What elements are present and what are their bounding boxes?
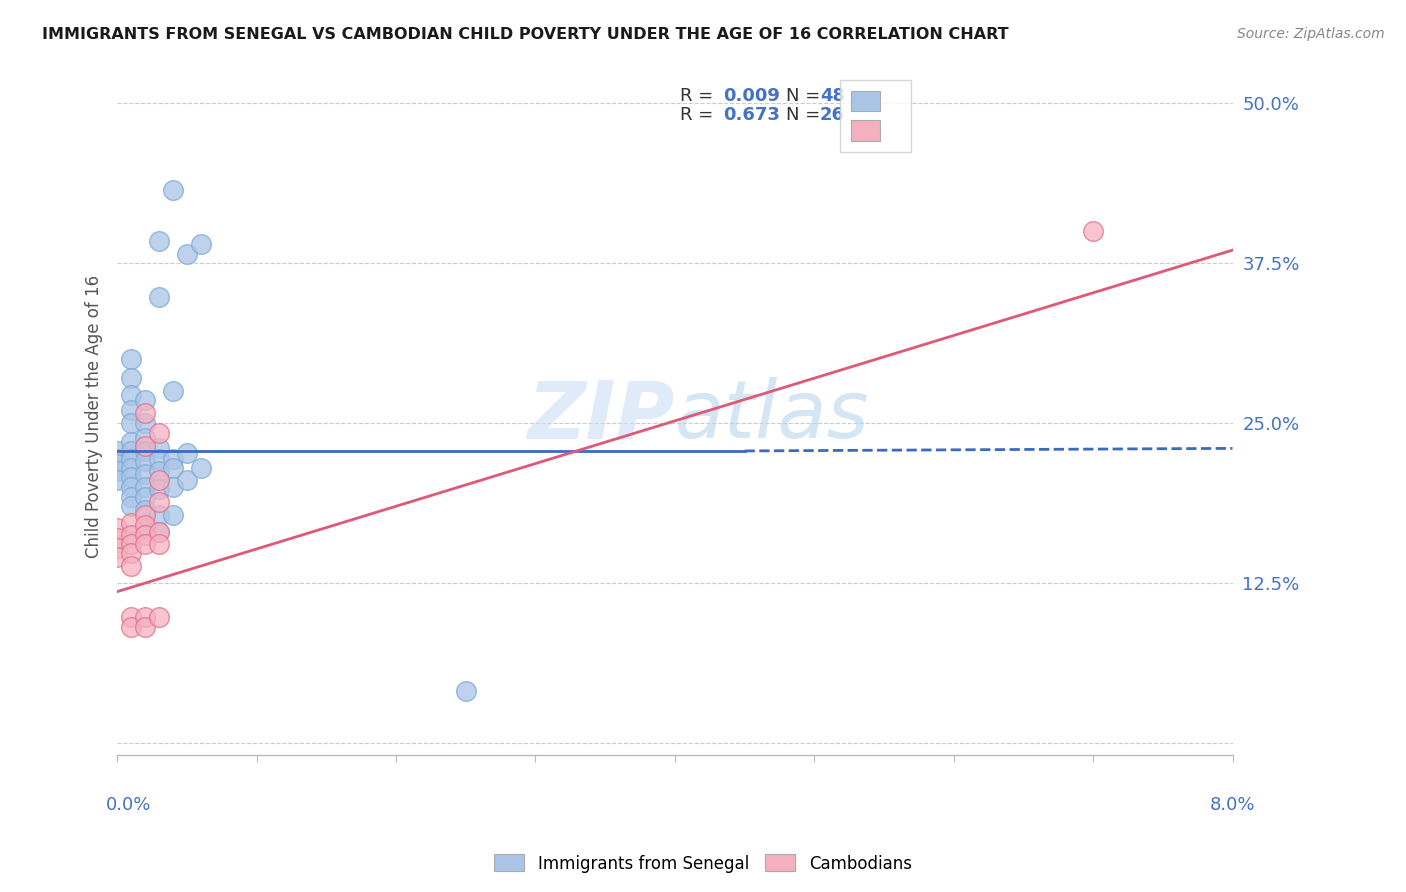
- Point: [120, 546, 142, 560]
- Point: [105, 464, 128, 478]
- Text: Source: ZipAtlas.com: Source: ZipAtlas.com: [1237, 27, 1385, 41]
- Point: [134, 518, 156, 533]
- Point: [148, 524, 170, 539]
- Text: 26: 26: [820, 106, 845, 124]
- Point: [134, 406, 156, 420]
- Point: [176, 474, 198, 488]
- Point: [148, 483, 170, 497]
- Text: ZIP: ZIP: [527, 377, 675, 456]
- Point: [162, 451, 184, 466]
- Point: [148, 524, 170, 539]
- Point: [120, 610, 142, 624]
- Point: [162, 508, 184, 522]
- Point: [134, 537, 156, 551]
- Point: [134, 620, 156, 634]
- Point: [148, 508, 170, 522]
- Point: [134, 508, 156, 522]
- Point: [148, 290, 170, 304]
- Point: [134, 454, 156, 468]
- Text: N =: N =: [786, 106, 827, 124]
- Point: [120, 516, 142, 530]
- Point: [134, 528, 156, 542]
- Text: 48: 48: [820, 87, 845, 105]
- Point: [134, 467, 156, 481]
- Point: [148, 474, 170, 488]
- Point: [190, 236, 212, 251]
- Point: [162, 384, 184, 398]
- Point: [1081, 224, 1104, 238]
- Text: 0.0%: 0.0%: [105, 796, 152, 814]
- Point: [120, 403, 142, 417]
- Point: [120, 460, 142, 475]
- Point: [134, 444, 156, 458]
- Point: [120, 387, 142, 401]
- Point: [105, 474, 128, 488]
- Point: [120, 480, 142, 494]
- Text: R =: R =: [681, 87, 720, 105]
- Legend:  ,  : ,: [841, 79, 911, 153]
- Text: atlas: atlas: [675, 377, 869, 456]
- Point: [148, 537, 170, 551]
- Point: [134, 502, 156, 516]
- Point: [105, 541, 128, 556]
- Point: [120, 490, 142, 504]
- Point: [162, 480, 184, 494]
- Point: [134, 416, 156, 430]
- Point: [148, 442, 170, 456]
- Point: [148, 495, 170, 509]
- Point: [148, 451, 170, 466]
- Point: [176, 247, 198, 261]
- Point: [105, 531, 128, 545]
- Point: [454, 684, 477, 698]
- Point: [176, 446, 198, 460]
- Point: [162, 460, 184, 475]
- Point: [162, 183, 184, 197]
- Point: [134, 521, 156, 535]
- Point: [105, 550, 128, 565]
- Point: [134, 490, 156, 504]
- Point: [105, 451, 128, 466]
- Point: [120, 528, 142, 542]
- Point: [120, 451, 142, 466]
- Point: [134, 480, 156, 494]
- Point: [120, 537, 142, 551]
- Point: [120, 416, 142, 430]
- Point: [148, 234, 170, 248]
- Point: [148, 464, 170, 478]
- Point: [120, 351, 142, 366]
- Text: N =: N =: [786, 87, 827, 105]
- Point: [134, 431, 156, 445]
- Point: [134, 392, 156, 407]
- Point: [120, 434, 142, 449]
- Point: [120, 469, 142, 483]
- Text: 0.673: 0.673: [723, 106, 780, 124]
- Point: [120, 371, 142, 385]
- Legend: Immigrants from Senegal, Cambodians: Immigrants from Senegal, Cambodians: [488, 847, 918, 880]
- Y-axis label: Child Poverty Under the Age of 16: Child Poverty Under the Age of 16: [86, 275, 103, 558]
- Point: [105, 521, 128, 535]
- Point: [105, 457, 128, 471]
- Point: [134, 439, 156, 453]
- Point: [120, 559, 142, 574]
- Point: [120, 620, 142, 634]
- Text: 8.0%: 8.0%: [1209, 796, 1254, 814]
- Point: [148, 425, 170, 440]
- Point: [148, 610, 170, 624]
- Text: IMMIGRANTS FROM SENEGAL VS CAMBODIAN CHILD POVERTY UNDER THE AGE OF 16 CORRELATI: IMMIGRANTS FROM SENEGAL VS CAMBODIAN CHI…: [42, 27, 1010, 42]
- Point: [134, 610, 156, 624]
- Point: [190, 460, 212, 475]
- Text: 0.009: 0.009: [723, 87, 780, 105]
- Point: [105, 444, 128, 458]
- Point: [120, 444, 142, 458]
- Text: R =: R =: [681, 106, 720, 124]
- Point: [120, 499, 142, 513]
